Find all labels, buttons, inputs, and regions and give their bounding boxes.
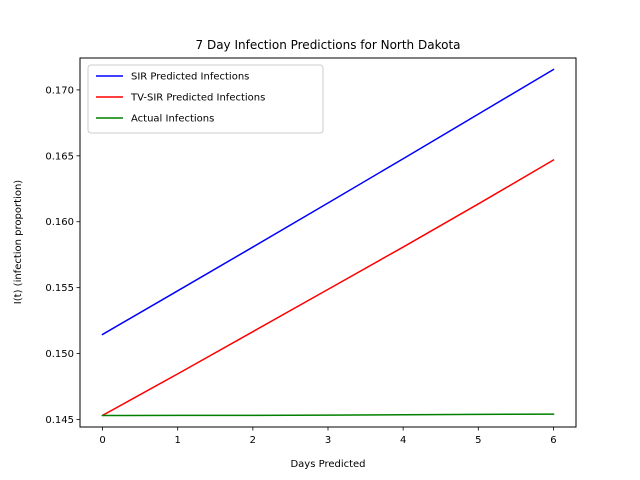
x-tick-label: 2 bbox=[250, 435, 256, 446]
legend-label: Actual Infections bbox=[131, 114, 214, 125]
y-tick-label: 0.150 bbox=[45, 349, 74, 360]
legend: SIR Predicted Infections TV-SIR Predicted… bbox=[87, 64, 324, 134]
plot-frame bbox=[79, 57, 577, 428]
y-tick-label: 0.155 bbox=[45, 283, 74, 294]
y-axis-title: I(t) (infection proportion) bbox=[13, 180, 24, 304]
x-tick-label: 5 bbox=[475, 435, 481, 446]
y-tick-label: 0.160 bbox=[45, 217, 74, 228]
legend-box bbox=[87, 64, 324, 134]
y-tick-label: 0.170 bbox=[45, 85, 74, 96]
x-axis: 0 1 2 3 4 5 6 bbox=[99, 427, 557, 446]
chart-title: 7 Day Infection Predictions for North Da… bbox=[196, 38, 461, 52]
series-line-sir-predicted-infections bbox=[101, 68, 555, 336]
x-tick-label: 3 bbox=[325, 435, 331, 446]
series-line-actual-infections bbox=[101, 413, 555, 417]
x-tick-label: 0 bbox=[99, 435, 105, 446]
y-tick-label: 0.165 bbox=[45, 151, 74, 162]
x-axis-title: Days Predicted bbox=[290, 459, 365, 470]
legend-label: SIR Predicted Infections bbox=[131, 72, 249, 83]
x-tick-label: 6 bbox=[550, 435, 556, 446]
series-lines bbox=[101, 68, 555, 417]
y-axis: 0.145 0.150 0.155 0.160 0.165 0.170 bbox=[45, 85, 80, 426]
x-tick-label: 1 bbox=[175, 435, 181, 446]
y-tick-label: 0.145 bbox=[45, 415, 74, 426]
legend-label: TV-SIR Predicted Infections bbox=[130, 93, 265, 104]
series-line-tv-sir-predicted-infections bbox=[101, 159, 555, 417]
x-tick-label: 4 bbox=[400, 435, 406, 446]
